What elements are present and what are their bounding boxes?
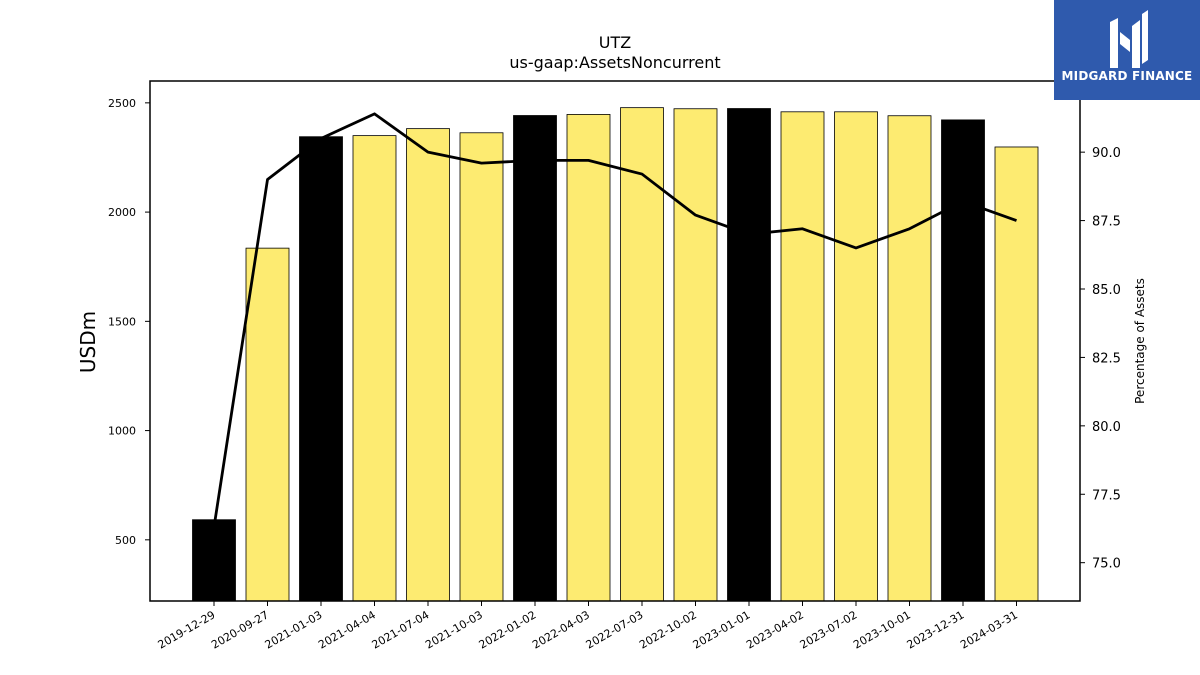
bar	[352, 135, 397, 602]
bar	[245, 247, 290, 602]
logo-mark-icon	[1110, 10, 1148, 68]
chart-subtitle: us-gaap:AssetsNoncurrent	[509, 53, 720, 72]
bar	[513, 115, 557, 602]
x-tick-label: 2023-04-02	[744, 608, 806, 651]
bar	[941, 119, 985, 602]
y-tick-label: 1000	[108, 425, 136, 438]
y-tick-label: 1500	[108, 315, 136, 328]
x-tick-label: 2023-10-01	[851, 608, 913, 651]
bar	[780, 111, 825, 602]
bar	[994, 146, 1039, 602]
x-axis: 2019-12-292020-09-272021-01-032021-04-04…	[156, 601, 1020, 652]
x-tick-label: 2021-04-04	[316, 608, 378, 651]
line-group	[212, 112, 1017, 528]
bar	[834, 111, 878, 602]
bar	[192, 519, 236, 602]
x-tick-label: 2023-12-31	[905, 608, 967, 651]
y2-tick-label: 82.5	[1092, 351, 1121, 366]
x-tick-label: 2022-10-02	[637, 608, 699, 651]
x-tick-label: 2019-12-29	[156, 608, 218, 651]
x-tick-label: 2022-01-02	[477, 608, 539, 651]
bar	[566, 114, 611, 602]
x-tick-label: 2021-07-04	[370, 608, 432, 651]
bar	[727, 108, 771, 602]
chart-title: UTZ	[599, 33, 631, 52]
x-tick-label: 2021-10-03	[423, 608, 485, 651]
x-tick-label: 2024-03-31	[958, 608, 1020, 651]
brand-logo: MIDGARD FINANCE	[1054, 0, 1200, 100]
x-tick-label: 2021-01-03	[263, 608, 325, 651]
y-tick-label: 2500	[108, 97, 136, 110]
y2-axis-label: Percentage of Assets	[1133, 278, 1147, 404]
x-tick-label: 2020-09-27	[209, 608, 271, 651]
y2-tick-label: 80.0	[1092, 420, 1121, 435]
bar	[620, 107, 664, 602]
y2-tick-label: 77.5	[1092, 488, 1121, 503]
y-tick-label: 500	[115, 534, 136, 547]
y2-axis: 75.0 77.5 80.0 82.5 85.0 87.5 90.0	[1080, 146, 1121, 572]
y2-tick-label: 90.0	[1092, 146, 1121, 161]
series-line	[212, 112, 1017, 528]
bar	[299, 136, 343, 602]
x-tick-label: 2023-07-02	[798, 608, 860, 651]
bar	[459, 132, 504, 602]
y-axis-label: USDm	[76, 311, 100, 373]
bar	[673, 108, 718, 602]
y2-tick-label: 87.5	[1092, 215, 1121, 230]
y2-tick-label: 85.0	[1092, 283, 1121, 298]
y2-tick-label: 75.0	[1092, 557, 1121, 572]
y-tick-label: 2000	[108, 206, 136, 219]
plot-frame	[149, 80, 1081, 602]
bar	[887, 115, 932, 602]
logo-text: MIDGARD FINANCE	[1061, 69, 1193, 83]
y-axis: 500 1000 1500 2000 2500	[108, 97, 150, 547]
x-tick-label: 2022-04-03	[530, 608, 592, 651]
x-tick-label: 2023-01-01	[691, 608, 753, 651]
x-tick-label: 2022-07-03	[584, 608, 646, 651]
bar	[406, 128, 450, 602]
bars-group	[192, 107, 1039, 602]
